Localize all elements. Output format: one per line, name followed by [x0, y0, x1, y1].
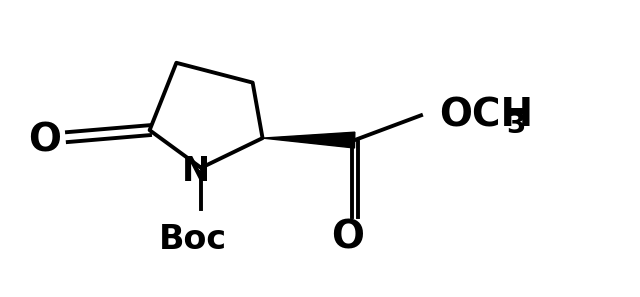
Text: OCH: OCH: [439, 96, 533, 134]
Polygon shape: [262, 132, 355, 148]
Text: O: O: [332, 218, 364, 256]
Text: Boc: Boc: [159, 223, 227, 256]
Text: 3: 3: [506, 111, 525, 139]
Text: O: O: [28, 121, 61, 159]
Text: N: N: [182, 155, 210, 188]
